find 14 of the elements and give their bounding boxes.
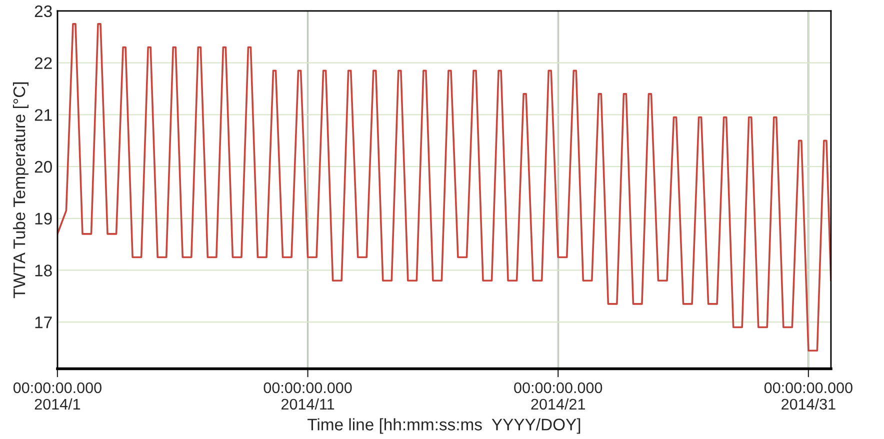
line-series <box>57 23 831 352</box>
y-tick-label: 17 <box>35 316 52 328</box>
y-tick-label: 21 <box>34 109 52 121</box>
x-tick-label: 00:00:00.000 2014/1 <box>13 382 102 410</box>
y-tick-label: 20 <box>34 160 52 173</box>
x-tick-label: 00:00:00.000 2014/31 <box>764 382 852 410</box>
y-tick-label: 23 <box>34 5 52 18</box>
y-tick-label: 19 <box>35 212 52 225</box>
y-tick-label: 18 <box>35 264 52 276</box>
x-tick-label: 00:00:00.000 2014/11 <box>264 382 352 410</box>
y-axis-title: TWTA Tube Temperature [°C] <box>12 82 29 298</box>
x-axis-title: Time line [hh:mm:ss:ms YYYY/DOY] <box>308 418 580 434</box>
x-tick-label: 00:00:00.000 2014/21 <box>514 382 602 410</box>
y-tick-label: 22 <box>34 57 52 69</box>
